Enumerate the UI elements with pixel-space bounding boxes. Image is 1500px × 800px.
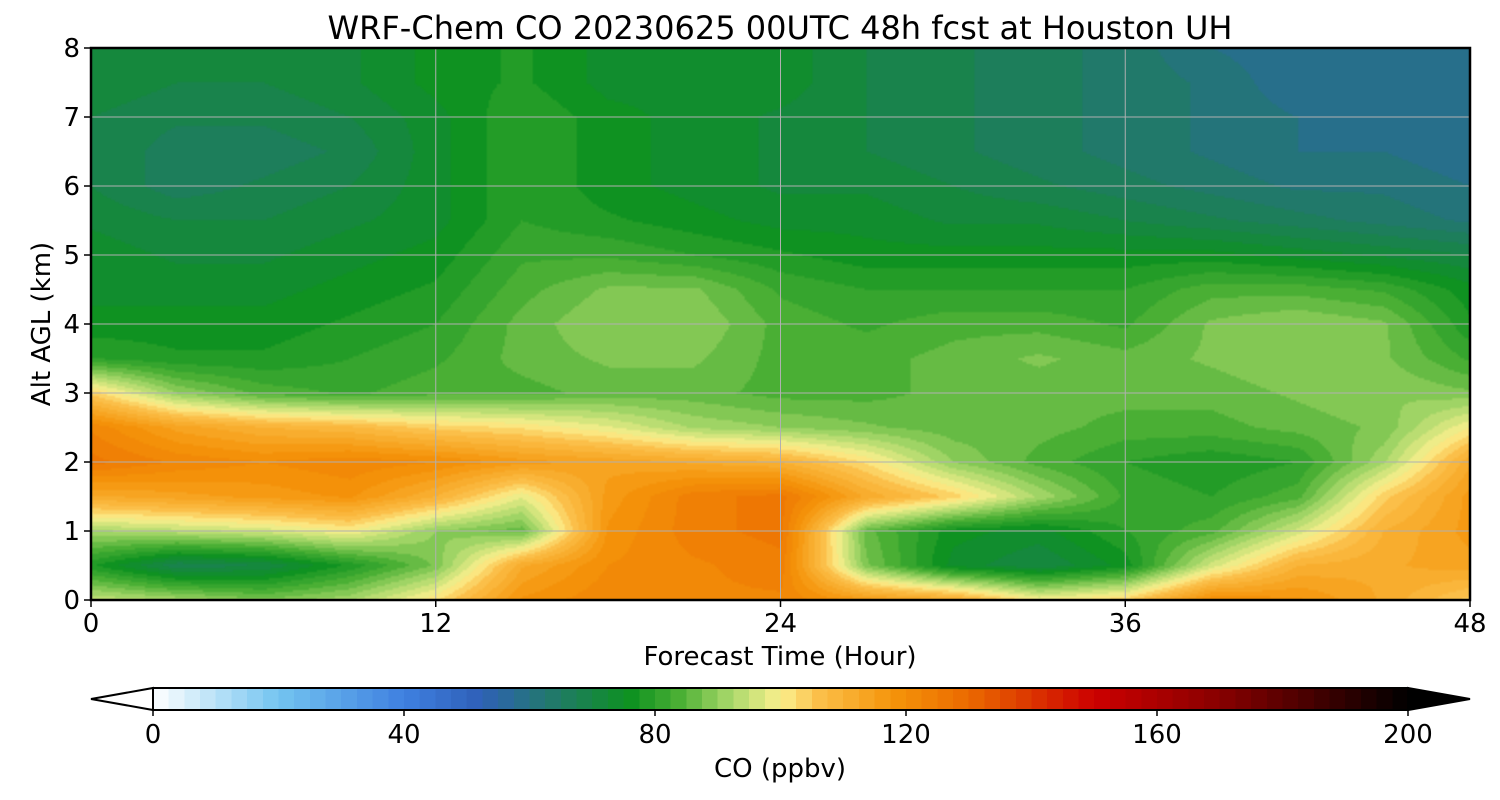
colorbar-bar [152, 687, 1409, 711]
colorbar-tick-label: 200 [1383, 720, 1433, 750]
colorbar-max-extension [1407, 686, 1471, 712]
y-tick-label: 8 [63, 34, 80, 64]
colorbar-tick-label: 80 [638, 720, 671, 750]
x-tick-label: 48 [1453, 609, 1486, 639]
plot-area [89, 46, 1472, 602]
y-axis-label: Alt AGL (km) [27, 242, 57, 406]
grid-lines [91, 48, 1470, 600]
x-axis-label: Forecast Time (Hour) [643, 642, 916, 672]
y-tick-label: 1 [63, 517, 80, 547]
x-tick-label: 36 [1109, 609, 1142, 639]
chart-title: WRF-Chem CO 20230625 00UTC 48h fcst at H… [328, 9, 1233, 47]
x-tick-label: 0 [83, 609, 100, 639]
y-tick-label: 6 [63, 172, 80, 202]
y-tick-label: 4 [63, 310, 80, 340]
colorbar-tick-label: 40 [387, 720, 420, 750]
x-tick-label: 12 [419, 609, 452, 639]
colorbar-ticks: 0 40 80 120 160 200 [145, 710, 1433, 750]
y-tick-label: 7 [63, 103, 80, 133]
x-axis: 0 12 24 36 48 [83, 600, 1487, 639]
y-tick-label: 2 [63, 448, 80, 478]
colorbar-tick-label: 0 [145, 720, 162, 750]
y-tick-label: 5 [63, 241, 80, 271]
x-tick-label: 24 [764, 609, 797, 639]
colorbar-tick-label: 120 [881, 720, 931, 750]
y-axis: 0 1 2 3 4 5 6 7 8 [63, 34, 91, 616]
colorbar: 0 40 80 120 160 200 CO (ppbv) [90, 686, 1471, 784]
y-tick-label: 0 [63, 586, 80, 616]
colorbar-tick-label: 160 [1132, 720, 1182, 750]
y-tick-label: 3 [63, 379, 80, 409]
colorbar-label: CO (ppbv) [714, 754, 846, 784]
colorbar-min-extension [90, 686, 154, 712]
